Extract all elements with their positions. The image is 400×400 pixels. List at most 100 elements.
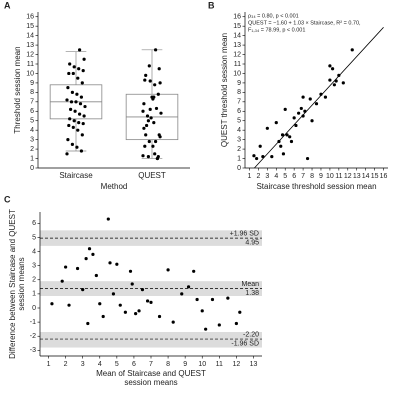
data-point <box>294 123 298 128</box>
x-tick-label: 6 <box>132 361 136 368</box>
x-tick-label: 9 <box>183 361 187 368</box>
data-point <box>142 126 146 130</box>
data-point <box>145 299 150 303</box>
y-tick-label: 2 <box>237 146 241 153</box>
data-point <box>115 262 119 266</box>
y-tick-label: 7 <box>30 99 34 106</box>
x-tick-label: 10 <box>198 361 206 368</box>
y-tick-label: 8 <box>30 89 34 96</box>
data-point <box>74 100 78 104</box>
y-tick-label: 5 <box>30 118 34 125</box>
data-point <box>146 119 150 123</box>
y-tick-label: 15 <box>26 23 34 30</box>
x-tick-label: 12 <box>344 173 352 180</box>
data-point <box>79 149 83 153</box>
data-point <box>314 102 319 106</box>
data-point <box>283 107 287 111</box>
data-point <box>50 302 54 306</box>
data-point <box>140 288 145 292</box>
data-point <box>270 155 274 159</box>
data-point <box>279 144 283 148</box>
data-point <box>261 155 265 159</box>
data-point <box>118 303 122 307</box>
annotation: ρ₃₄ = 0.80, p < 0.001 <box>248 13 299 19</box>
x-tick-label: 5 <box>283 173 287 180</box>
y-tick-label: 10 <box>26 70 34 77</box>
data-point <box>258 144 262 148</box>
data-point <box>80 133 84 137</box>
y-tick-label: 2 <box>32 277 36 284</box>
data-point <box>69 107 73 111</box>
x-tick-label: 16 <box>380 173 388 180</box>
data-point <box>76 76 80 80</box>
x-tick-label: 8 <box>310 173 314 180</box>
data-point <box>149 300 153 304</box>
y-tick-label: 15 <box>233 23 241 30</box>
data-point <box>67 303 71 307</box>
y-tick-label: 14 <box>26 32 34 39</box>
data-point <box>67 71 71 76</box>
data-point <box>83 104 87 109</box>
x-tick-label: 2 <box>256 173 260 180</box>
data-point <box>159 111 163 115</box>
data-point <box>292 116 296 120</box>
y-tick-label: -1 <box>30 319 36 326</box>
data-point <box>70 142 74 146</box>
data-point <box>305 156 310 161</box>
x-tick-label: 13 <box>353 173 361 180</box>
data-point <box>142 102 146 106</box>
data-point <box>157 314 162 319</box>
data-point <box>234 321 238 326</box>
y-tick-label: 5 <box>237 118 241 125</box>
data-point <box>67 123 71 128</box>
data-point <box>71 125 75 129</box>
data-point <box>98 302 102 306</box>
x-axis-title: Method <box>101 182 128 191</box>
y-tick-label: 13 <box>233 42 241 49</box>
data-point <box>350 48 354 52</box>
y-tick-label: 12 <box>233 51 241 58</box>
y-tick-label: 0 <box>30 165 34 172</box>
y-tick-label: 11 <box>27 61 34 68</box>
data-point <box>334 79 338 83</box>
data-point <box>87 247 92 251</box>
y-axis-title: QUEST threshold session mean <box>220 33 229 147</box>
reference-value: 4.95 <box>245 239 259 246</box>
data-point <box>141 154 145 158</box>
y-tick-label: 6 <box>237 108 241 115</box>
data-point <box>328 64 332 68</box>
data-point <box>128 269 133 273</box>
reference-name: Mean <box>241 281 259 288</box>
x-tick-label: 3 <box>265 173 269 180</box>
x-tick-label: 11 <box>216 361 223 368</box>
data-point <box>152 95 156 99</box>
x-tick-label: 11 <box>335 173 342 180</box>
x-tick-label: 1 <box>248 173 252 180</box>
data-point <box>148 79 152 83</box>
x-tick-label: 4 <box>98 361 102 368</box>
data-point <box>238 310 242 314</box>
y-tick-label: 4 <box>32 248 36 255</box>
data-point <box>303 109 307 113</box>
panel-label: C <box>4 194 11 204</box>
data-point <box>166 268 170 272</box>
data-point <box>330 67 335 71</box>
data-point <box>308 97 312 101</box>
data-point <box>75 92 79 96</box>
y-tick-label: 6 <box>30 108 34 115</box>
data-point <box>141 109 145 113</box>
data-point <box>137 309 141 313</box>
panel-label: B <box>208 0 215 10</box>
data-point <box>130 282 134 286</box>
y-tick-label: 7 <box>237 99 241 106</box>
data-point <box>143 78 147 82</box>
data-point <box>78 102 83 106</box>
data-point <box>147 139 151 144</box>
data-point <box>217 323 221 327</box>
data-point <box>82 114 86 118</box>
y-tick-label: 1 <box>237 155 241 162</box>
data-point <box>65 98 69 102</box>
data-point <box>68 62 72 66</box>
y-tick-label: 9 <box>237 80 241 87</box>
